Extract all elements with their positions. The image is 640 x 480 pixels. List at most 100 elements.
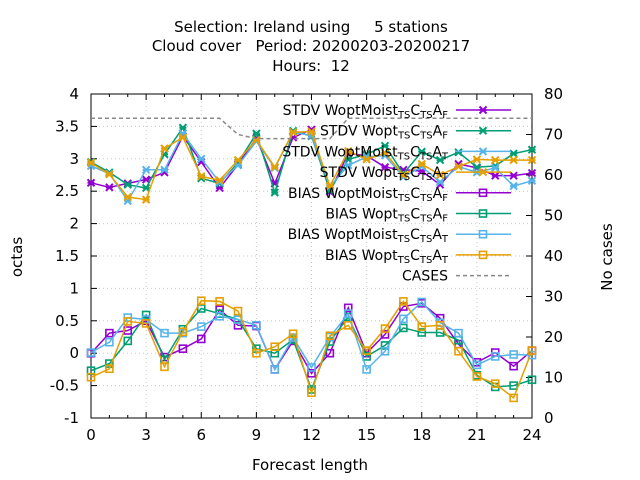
data-point bbox=[399, 314, 408, 324]
plot-area bbox=[86, 117, 537, 403]
data-point bbox=[435, 155, 445, 165]
data-point bbox=[417, 147, 426, 156]
data-point bbox=[123, 180, 132, 189]
x-tick-label: 21 bbox=[467, 426, 486, 444]
data-point bbox=[233, 155, 243, 165]
data-point bbox=[105, 337, 114, 347]
legend-entry: BIAS WoptTSCTSAT bbox=[325, 248, 511, 266]
data-point bbox=[196, 296, 206, 306]
legend-entry: STDV WoptMoistTSCTSAT bbox=[282, 144, 511, 162]
data-point bbox=[325, 331, 335, 341]
legend-label: BIAS WoptMoistTSCTSAT bbox=[288, 227, 449, 245]
data-point bbox=[307, 388, 316, 398]
data-point bbox=[215, 297, 224, 306]
data-point bbox=[343, 303, 353, 313]
series-7 bbox=[86, 296, 537, 403]
data-point bbox=[307, 363, 316, 372]
data-point bbox=[141, 183, 151, 193]
legend-marker bbox=[478, 209, 488, 218]
legend-marker bbox=[478, 229, 488, 239]
x-tick-label: 0 bbox=[86, 426, 96, 444]
y2-tick-label: 0 bbox=[544, 409, 554, 427]
data-point bbox=[380, 141, 390, 151]
y2-axis-label: No cases bbox=[598, 223, 616, 291]
legend-label: BIAS WoptMoistTSCTSAF bbox=[288, 186, 448, 204]
data-point bbox=[178, 327, 188, 337]
data-point bbox=[270, 342, 280, 352]
data-point bbox=[270, 163, 279, 172]
data-point bbox=[105, 328, 114, 338]
data-point bbox=[527, 155, 537, 165]
series-8 bbox=[91, 117, 532, 140]
y2-tick-label: 50 bbox=[544, 207, 563, 225]
x-tick-label: 12 bbox=[302, 426, 321, 444]
data-point bbox=[417, 322, 427, 331]
data-point bbox=[472, 360, 482, 370]
data-point bbox=[417, 328, 427, 337]
y-tick-label: -0.5 bbox=[50, 377, 79, 395]
data-point bbox=[509, 149, 518, 158]
legend-label: STDV WoptMoistTSCTSAF bbox=[283, 103, 449, 121]
data-point bbox=[454, 162, 463, 171]
data-point bbox=[86, 178, 96, 187]
legend-label: BIAS WoptTSCTSAF bbox=[325, 207, 448, 225]
x-tick-label: 3 bbox=[141, 426, 151, 444]
data-point bbox=[252, 129, 261, 138]
data-point bbox=[344, 146, 353, 156]
data-point bbox=[325, 181, 335, 191]
series-line bbox=[90, 300, 533, 372]
data-point bbox=[160, 362, 169, 372]
legend-entry: STDV WoptTSCTSAF bbox=[320, 124, 511, 142]
data-point bbox=[527, 145, 537, 154]
data-point bbox=[86, 158, 96, 167]
data-point bbox=[344, 161, 353, 170]
data-point bbox=[160, 328, 169, 338]
data-point bbox=[527, 375, 537, 385]
data-point bbox=[307, 127, 316, 136]
x-axis-label: Forecast length bbox=[252, 456, 368, 474]
data-point bbox=[325, 348, 335, 358]
y-tick-label: -1 bbox=[64, 409, 79, 427]
data-point bbox=[509, 171, 518, 180]
data-point bbox=[454, 346, 463, 356]
legend-marker bbox=[478, 147, 488, 156]
data-point bbox=[491, 163, 500, 173]
y-tick-label: 1 bbox=[69, 279, 79, 297]
data-point bbox=[491, 155, 500, 165]
legend-entry: STDV WoptMoistTSCTSAF bbox=[283, 103, 511, 121]
y2-tick-label: 80 bbox=[544, 85, 563, 103]
data-point bbox=[399, 170, 408, 180]
data-point bbox=[380, 346, 390, 356]
data-point bbox=[417, 297, 427, 307]
data-point bbox=[343, 309, 353, 318]
legend-label: STDV WoptTSCTSAF bbox=[320, 124, 448, 142]
data-point bbox=[472, 372, 482, 381]
data-point bbox=[509, 361, 518, 371]
data-point bbox=[196, 322, 206, 331]
series-3 bbox=[86, 127, 537, 204]
data-point bbox=[86, 372, 96, 382]
data-point bbox=[527, 176, 537, 186]
data-point bbox=[454, 148, 463, 157]
legend-label: BIAS WoptTSCTSAT bbox=[325, 248, 449, 266]
y-axis-label: octas bbox=[8, 237, 26, 277]
data-point bbox=[197, 172, 206, 181]
data-point bbox=[178, 344, 188, 353]
data-point bbox=[252, 348, 261, 358]
chart-title-line-3: Hours: 12 bbox=[272, 57, 350, 75]
data-point bbox=[160, 165, 169, 175]
legend-marker bbox=[478, 167, 488, 177]
legend-entry: CASES bbox=[402, 269, 511, 285]
y2-tick-label: 60 bbox=[544, 166, 563, 184]
data-point bbox=[509, 350, 518, 359]
data-point bbox=[362, 346, 371, 355]
data-point bbox=[215, 311, 224, 321]
chart-title-line-2: Cloud cover Period: 20200203-20200217 bbox=[152, 37, 470, 55]
x-tick-label: 15 bbox=[357, 426, 376, 444]
y2-tick-label: 40 bbox=[544, 247, 563, 265]
data-point bbox=[141, 319, 151, 328]
data-point bbox=[141, 310, 151, 320]
legend-label: CASES bbox=[402, 269, 448, 285]
x-tick-label: 24 bbox=[522, 426, 541, 444]
